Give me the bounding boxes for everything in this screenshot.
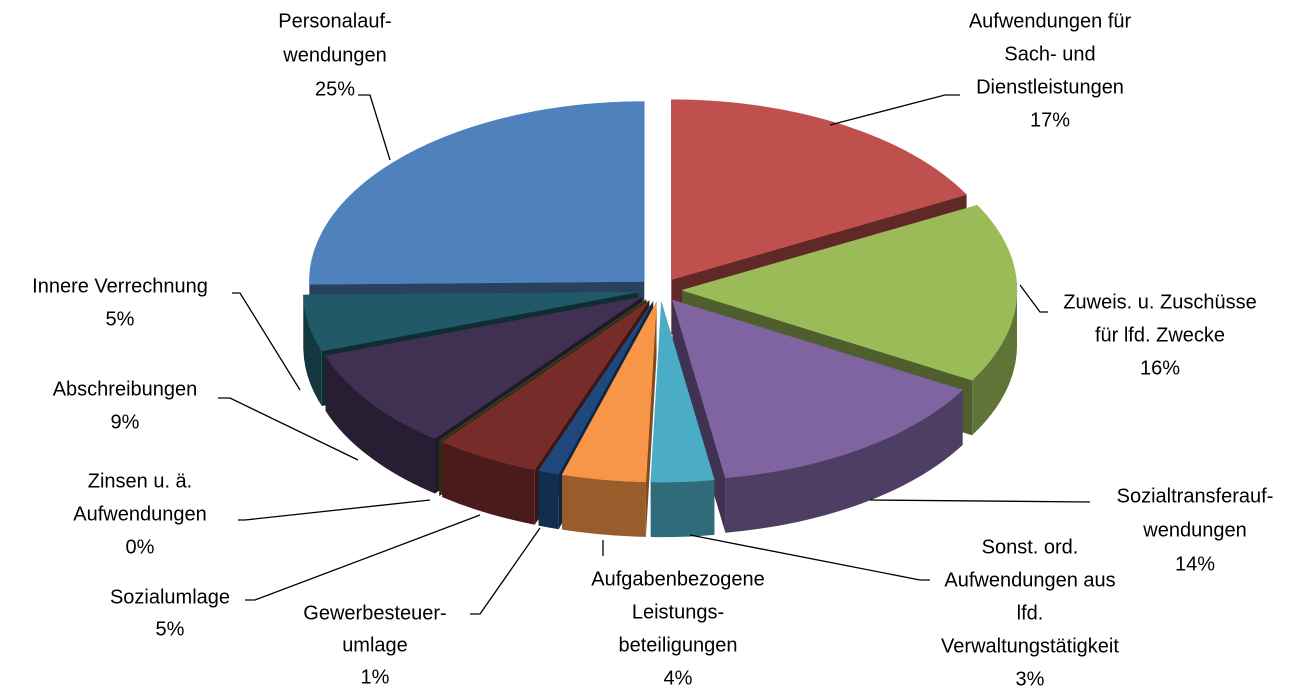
slice <box>309 101 645 285</box>
slice <box>325 296 643 439</box>
slice-side <box>442 442 535 525</box>
slice-side <box>325 355 435 494</box>
value-label: 3% <box>1016 668 1045 690</box>
value-label: 5% <box>156 618 185 640</box>
value-label: 14% <box>1175 553 1215 575</box>
leader-line <box>869 499 1091 503</box>
slice-label: Zuweis. u. Zuschüsse <box>1063 291 1256 313</box>
leader-line <box>232 292 301 391</box>
value-label: 25% <box>315 78 355 100</box>
slice-label: Innere Verrechnung <box>32 275 208 297</box>
slice <box>561 301 657 483</box>
slice-label: Personalauf- <box>278 10 391 32</box>
slice <box>441 300 650 470</box>
slice-label: Sonst. ord. <box>982 536 1079 558</box>
slice-label: Gewerbesteuer- <box>303 602 446 624</box>
slice-label: Abschreibungen <box>53 378 198 400</box>
slice-label: Sach- und <box>1004 43 1095 65</box>
slice-label: wendungen <box>1142 519 1246 541</box>
value-label: 1% <box>361 666 390 688</box>
slice-label: Sozialtransferauf- <box>1117 485 1274 507</box>
slice-label: für lfd. Zwecke <box>1095 324 1225 346</box>
slice-label: beteiligungen <box>619 634 738 656</box>
slice-label: Dienstleistungen <box>976 76 1124 98</box>
value-label: 0% <box>126 536 155 558</box>
value-label: 5% <box>106 308 135 330</box>
slice-label: umlage <box>342 634 408 656</box>
slice-side <box>650 479 715 538</box>
slice <box>672 299 964 478</box>
slice-side <box>562 474 646 537</box>
slice-side <box>725 389 963 533</box>
leader-line <box>829 94 960 126</box>
slice-side <box>538 470 559 530</box>
slice <box>671 99 968 280</box>
slice-label: lfd. <box>1017 602 1044 624</box>
slice-label: Zinsen u. ä. <box>88 470 193 492</box>
leader-line <box>245 514 481 601</box>
slice-label: Sozialumlage <box>110 586 230 608</box>
leader-line <box>470 527 541 615</box>
leader-line <box>218 397 359 461</box>
slice <box>650 302 715 483</box>
value-label: 9% <box>111 411 140 433</box>
slice-label: Aufgabenbezogene <box>591 568 765 590</box>
slice <box>538 301 654 475</box>
leader-line <box>238 499 431 521</box>
slice-label: Verwaltungstätigkeit <box>941 635 1119 657</box>
leader-line <box>689 534 930 581</box>
slice-label: wendungen <box>282 44 386 66</box>
value-label: 4% <box>664 667 693 689</box>
leader-line <box>1019 284 1048 313</box>
slice <box>681 204 1018 381</box>
slice-side <box>972 290 1017 436</box>
slice <box>303 291 639 352</box>
slice-label: Aufwendungen aus <box>944 569 1115 591</box>
slice-label: Aufwendungen <box>73 503 206 525</box>
slice-label: Aufwendungen für <box>969 10 1132 32</box>
slice-label: Leistungs- <box>632 601 724 623</box>
value-label: 17% <box>1030 109 1070 131</box>
value-label: 16% <box>1140 357 1180 379</box>
leader-line <box>358 94 391 161</box>
